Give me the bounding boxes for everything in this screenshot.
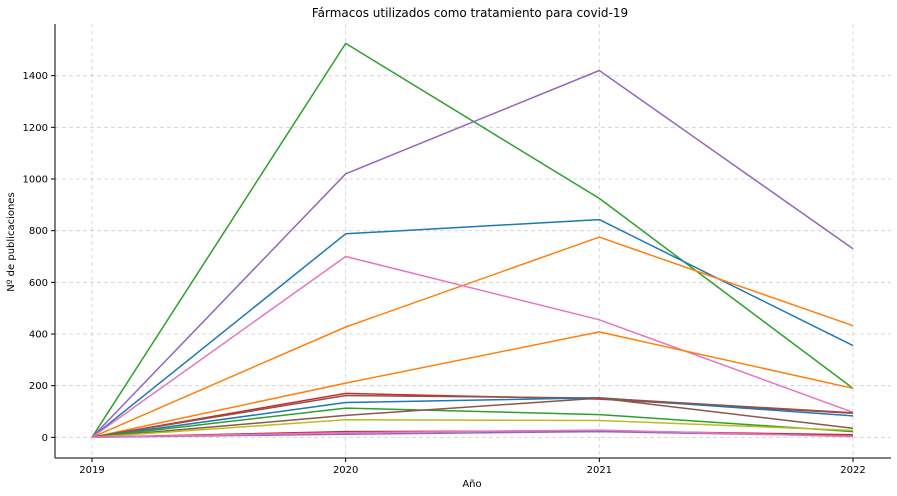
y-tick-label: 1400 [23,71,48,82]
y-tick-label: 1200 [23,123,48,134]
series-line-15 [91,429,854,439]
series-line-3 [91,218,854,438]
x-tick-label: 2022 [840,465,865,476]
series-line-5 [91,255,854,438]
y-tick-label: 1000 [23,175,48,186]
x-tick-label: 2019 [79,465,104,476]
y-tick-label: 800 [29,226,48,237]
series-line-1 [91,42,854,438]
series-lines [91,42,854,439]
series-line-12 [91,419,854,439]
series-line-11 [91,397,854,439]
x-tick-label: 2021 [587,465,612,476]
series-line-9 [91,397,854,439]
y-tick-label: 200 [29,381,48,392]
x-axis-label: Año [462,479,481,490]
axes: 2019 2020 2021 2022 0 200 400 600 800 1000 1200 140… [23,24,891,476]
series-line-10 [91,407,854,439]
x-tick-label: 2020 [333,465,358,476]
chart-title: Fármacos utilizados como tratamiento par… [312,6,628,20]
series-line-2 [91,69,854,438]
y-tick-label: 600 [29,278,48,289]
grid [55,24,891,458]
y-tick-label: 400 [29,330,48,341]
series-line-6 [91,331,854,439]
y-tick-label: 0 [42,433,48,444]
series-line-8 [91,394,854,439]
y-axis-label: Nº de publicaciones [6,192,17,291]
series-line-4 [91,236,854,438]
